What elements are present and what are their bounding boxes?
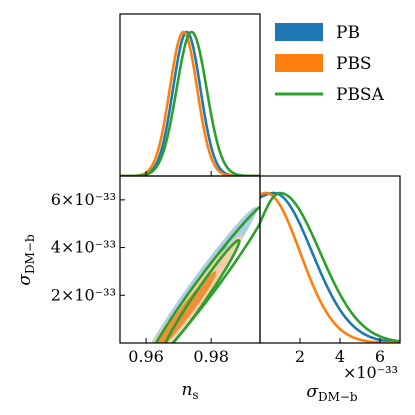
sigma-tick-label-y: 6×10⁻³³ <box>51 190 116 209</box>
legend-swatch-pbs <box>275 54 323 72</box>
ns-marginal-pbs <box>120 30 260 176</box>
sigma-axis-label-x: σDM−b <box>306 382 358 404</box>
sigma-marginal-pb <box>260 191 400 343</box>
sigma-tick-label-x: 4 <box>335 347 345 366</box>
sigma-marginal-pbsa <box>260 191 400 343</box>
ns-marginal-pbsa <box>120 30 260 176</box>
legend-label-pbs: PBS <box>336 54 372 74</box>
sigma-offset-text: ×10⁻³³ <box>343 363 398 382</box>
ns-axis-label: ns <box>181 380 198 402</box>
joint-contour-panel: 0.96 0.98 2×10⁻³³ 4×10⁻³³ 6×10⁻³³ <box>51 175 261 366</box>
ns-tick-label: 0.98 <box>193 347 229 366</box>
sigma-tick-label-x: 2 <box>295 347 305 366</box>
sigma-marginal-frame <box>259 175 401 344</box>
legend-label-pbsa: PBSA <box>336 85 385 105</box>
sigma-marginal-pbs <box>260 191 400 343</box>
sigma-axis-label-y: σDM−b <box>15 234 37 286</box>
sigma-marginal-panel: 2 4 6×10⁻³³ <box>259 175 401 382</box>
ns-tick-label: 0.96 <box>128 347 164 366</box>
sigma-tick-label-y: 4×10⁻³³ <box>51 238 116 257</box>
ns-marginal-panel <box>119 13 261 177</box>
legend: PB PBS PBSA <box>275 23 385 105</box>
legend-label-pb: PB <box>336 23 360 43</box>
contour-pbsa-95 <box>154 204 260 343</box>
contour-pbsa-68 <box>164 238 241 343</box>
sigma-tick-label-y: 2×10⁻³³ <box>51 285 116 304</box>
legend-swatch-pb <box>275 23 323 41</box>
contour-pbs-68 <box>157 271 217 343</box>
sigma-tick-label-x: 6 <box>375 347 385 366</box>
